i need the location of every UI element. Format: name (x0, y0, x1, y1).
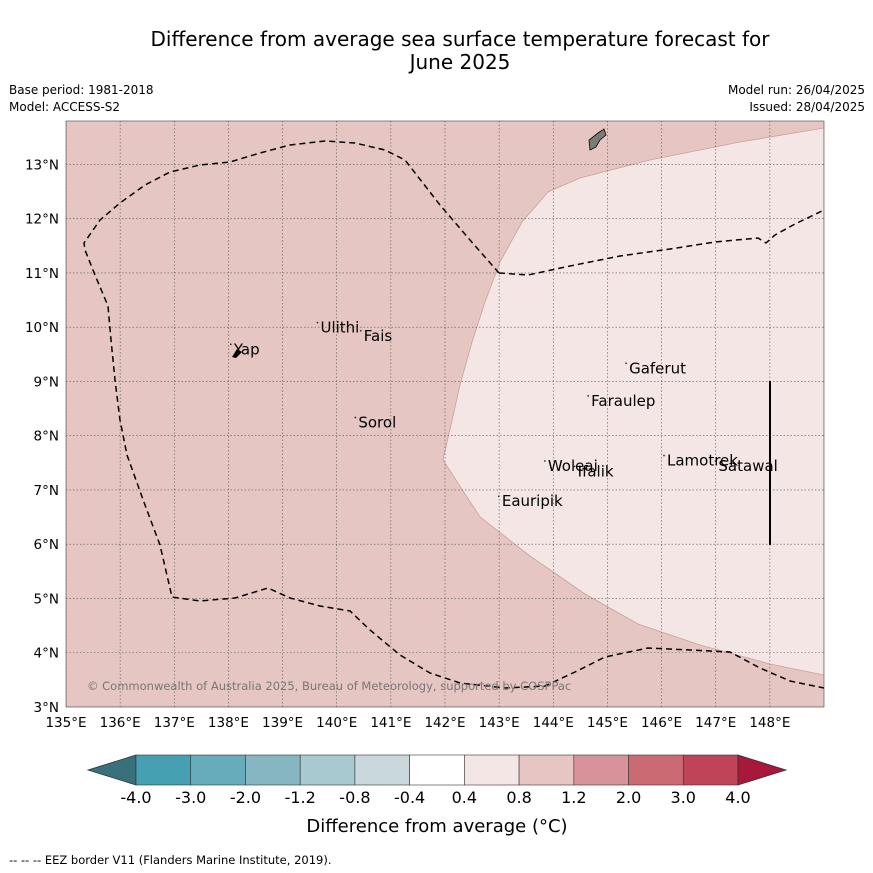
lat-tick-label: 9°N (34, 374, 59, 390)
place-marker (587, 394, 590, 397)
lon-tick-label: 143°E (479, 715, 520, 731)
colorbar-tick-label: 0.4 (452, 788, 477, 807)
place-marker (229, 343, 232, 346)
colorbar-labels: -4.0 -3.0 -2.0 -1.2 -0.8 -0.4 0.4 0.8 1.2 2.0 3.0 4… (120, 788, 750, 807)
guam-island (588, 128, 607, 151)
place-labels: Ulithi Fais Yap Gaferut Faraulep Sorol Lamotre… (229, 319, 778, 510)
place-label: Sorol (358, 414, 396, 432)
colorbar-tick-label: -1.2 (285, 788, 316, 807)
lat-tick-label: 7°N (34, 483, 59, 499)
colorbar-tick-label: -3.0 (175, 788, 206, 807)
lon-tick-label: 140°E (316, 715, 357, 731)
place-marker (714, 460, 717, 462)
issued-date: Issued: 28/04/2025 (749, 100, 865, 114)
lon-tick-label: 148°E (749, 715, 790, 731)
place-marker (316, 321, 319, 324)
place-label: Woleai (548, 457, 598, 475)
lon-tick-label: 136°E (100, 715, 141, 731)
colorbar-tick-label: 3.0 (671, 788, 696, 807)
lon-tick-label: 147°E (695, 715, 736, 731)
place-marker (625, 362, 627, 365)
lat-tick-label: 8°N (34, 429, 59, 445)
place-label: Gaferut (629, 359, 686, 377)
colorbar-tick-label: -0.8 (339, 788, 370, 807)
colorbar-segment (354, 754, 410, 786)
lon-tick-label: 141°E (370, 715, 411, 731)
colorbar-segment (299, 754, 356, 786)
title-line-2: June 2025 (409, 50, 511, 74)
place-label: Ifalik (578, 462, 614, 480)
eez-border-north (498, 209, 824, 276)
lat-tick-label: 12°N (25, 212, 59, 228)
colorbar-over-arrow (737, 754, 788, 786)
place-label: Ulithi (320, 319, 359, 337)
lat-tick-label: 5°N (34, 591, 59, 607)
colorbar-tick-label: 0.8 (506, 788, 531, 807)
place-marker (359, 329, 362, 332)
place-label: Faraulep (591, 392, 655, 410)
colorbar-segment (518, 754, 575, 786)
colorbar-tick-label: 4.0 (725, 788, 750, 807)
lon-tick-label: 142°E (424, 715, 465, 731)
title-line-1: Difference from average sea surface temp… (150, 27, 770, 51)
eez-border (83, 140, 824, 689)
place-marker (543, 460, 546, 462)
colorbar-segment (135, 754, 192, 786)
colorbar-axis-label: Difference from average (°C) (306, 816, 567, 837)
colorbar-segment (245, 754, 301, 786)
lon-tick-label: 145°E (587, 715, 628, 731)
base-period: Base period: 1981-2018 (9, 83, 154, 97)
latitude-tick-labels: 3°N 4°N 5°N 6°N 7°N 8°N 9°N 10°N 11°N 12°N 13°N (25, 157, 59, 716)
longitude-tick-labels: 135°E 136°E 137°E 138°E 139°E 140°E 141°E 142°E… (45, 715, 790, 731)
colorbar (86, 754, 788, 786)
lon-tick-label: 135°E (45, 715, 86, 731)
anomaly-region-0.4-0.8 (442, 127, 824, 676)
lat-tick-label: 13°N (25, 157, 59, 173)
colorbar-tick-label: -2.0 (230, 788, 261, 807)
map-gridlines (66, 121, 824, 707)
model-run: Model run: 26/04/2025 (727, 83, 865, 97)
lon-tick-label: 144°E (533, 715, 574, 731)
lat-tick-label: 4°N (34, 646, 59, 662)
place-label: Eauripik (502, 492, 563, 510)
lat-tick-label: 10°N (25, 320, 59, 336)
lon-tick-label: 137°E (154, 715, 195, 731)
meta-right: Model run: 26/04/2025 Issued: 28/04/2025 (728, 82, 865, 116)
yap-island (232, 349, 242, 358)
place-marker (663, 454, 665, 457)
lon-tick-label: 138°E (208, 715, 249, 731)
eez-legend-note: -- -- -- EEZ border V11 (Flanders Marine… (9, 853, 332, 867)
map-area: Ulithi Fais Yap Gaferut Faraulep Sorol Lamotre… (66, 121, 824, 707)
colorbar-segment (573, 754, 629, 786)
colorbar-segment (190, 754, 246, 786)
colorbar-under-arrow (86, 754, 137, 786)
model-name: Model: ACCESS-S2 (9, 100, 121, 114)
place-marker (573, 465, 576, 468)
colorbar-tick-label: 1.2 (561, 788, 586, 807)
place-marker (354, 416, 357, 419)
colorbar-tick-label: 2.0 (616, 788, 641, 807)
colorbar-tick-label: -4.0 (120, 788, 151, 807)
colorbar-tick-label: -0.4 (394, 788, 425, 807)
lat-tick-label: 3°N (34, 700, 59, 716)
place-marker (497, 495, 500, 498)
colorbar-segment (464, 754, 520, 786)
map-title: Difference from average sea surface temp… (80, 28, 840, 74)
meta-left: Base period: 1981-2018 Model: ACCESS-S2 (9, 82, 154, 116)
place-label: Fais (364, 327, 393, 345)
place-label: Satawal (718, 457, 777, 475)
place-label: Lamotrek (667, 452, 738, 470)
colorbar-segment (409, 754, 465, 786)
lat-tick-label: 6°N (34, 537, 59, 553)
map-frame (65, 120, 825, 708)
lat-tick-label: 11°N (25, 266, 59, 282)
colorbar-segment (682, 754, 739, 786)
copyright-notice: © Commonwealth of Australia 2025, Bureau… (87, 679, 571, 693)
lon-tick-label: 139°E (262, 715, 303, 731)
lon-tick-label: 146°E (641, 715, 682, 731)
place-label: Yap (233, 340, 260, 358)
colorbar-segment (628, 754, 684, 786)
